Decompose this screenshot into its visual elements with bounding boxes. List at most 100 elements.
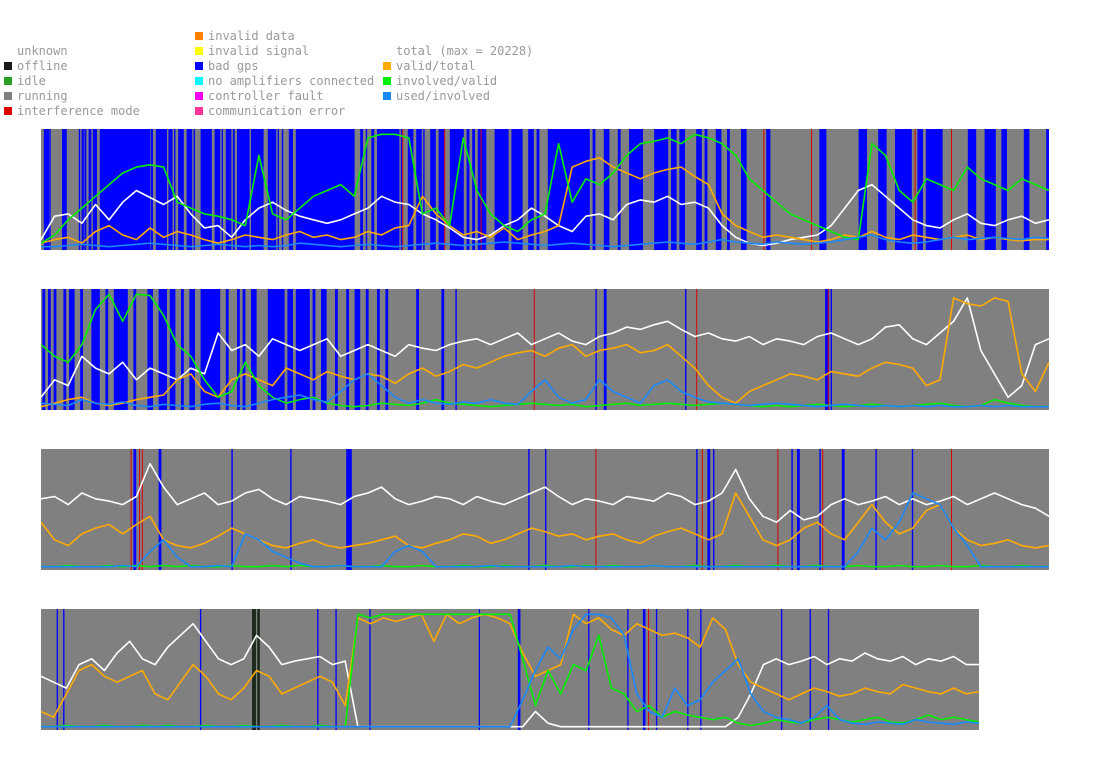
interference-mark <box>648 609 650 730</box>
bad-gps-block <box>592 129 596 250</box>
bad-gps-block <box>511 129 523 250</box>
bad-gps-block <box>360 129 363 250</box>
legend-status-left: unknown offline idle running interference mo… <box>4 44 140 119</box>
interference-mark <box>827 289 829 410</box>
legend-item: bad gps <box>195 59 374 74</box>
interference-mark <box>139 449 140 570</box>
bad-gps-block <box>603 129 610 250</box>
bad-gps-block <box>827 609 830 730</box>
bad-gps-block <box>416 129 422 250</box>
bad-gps-block <box>158 449 162 570</box>
bad-gps-block <box>441 289 445 410</box>
bad-gps-block <box>416 289 419 410</box>
legend-status-right: invalid data invalid signal bad gps no ampl… <box>195 29 374 119</box>
bad-gps-block <box>791 449 793 570</box>
bad-gps-block <box>455 289 457 410</box>
legend-swatch <box>4 107 12 115</box>
bad-gps-block <box>700 609 702 730</box>
bad-gps-block <box>81 129 84 250</box>
bad-gps-block <box>63 609 65 730</box>
bad-gps-block <box>925 129 943 250</box>
bad-gps-block <box>48 289 51 410</box>
bad-gps-block <box>63 289 67 410</box>
bad-gps-block <box>627 609 629 730</box>
bad-gps-block <box>178 129 184 250</box>
bad-gps-block <box>528 129 534 250</box>
bad-gps-block <box>225 289 229 410</box>
bad-gps-block <box>911 449 914 570</box>
interference-mark <box>777 449 779 570</box>
interference-mark <box>141 449 143 570</box>
series-line-valid-total <box>41 297 1049 408</box>
bad-gps-block <box>727 129 730 250</box>
bad-gps-block <box>295 129 355 250</box>
interference-mark <box>402 129 404 250</box>
interference-mark <box>696 289 698 410</box>
legend-label: total (max = 20228) <box>396 44 534 58</box>
bad-gps-block <box>438 129 445 250</box>
bad-gps-block <box>80 289 83 410</box>
bad-gps-block <box>713 449 715 570</box>
bad-gps-block <box>62 129 67 250</box>
bad-gps-block <box>766 129 771 250</box>
bad-gps-block <box>365 129 368 250</box>
bad-gps-block <box>169 289 176 410</box>
bad-gps-block <box>267 289 285 410</box>
bad-gps-block <box>466 129 470 250</box>
series-line-valid-total <box>41 492 1049 549</box>
bad-gps-block <box>221 129 223 250</box>
legend-label: controller fault <box>208 89 324 103</box>
legend-swatch <box>195 77 203 85</box>
legend-item: communication error <box>195 104 374 119</box>
bad-gps-block <box>654 129 669 250</box>
offline-block <box>252 609 256 730</box>
bad-gps-block <box>312 289 316 410</box>
bad-gps-block <box>369 609 371 730</box>
bad-gps-block <box>841 449 845 570</box>
interference-mark <box>444 129 446 250</box>
bad-gps-block <box>472 129 475 250</box>
bad-gps-block <box>91 289 100 410</box>
bad-gps-block <box>155 129 167 250</box>
bad-gps-block <box>588 609 590 730</box>
legend-metrics: total (max = 20228) valid/total involved/v… <box>383 44 533 104</box>
interference-mark <box>951 449 952 570</box>
bad-gps-block <box>365 289 369 410</box>
bad-gps-block <box>281 129 284 250</box>
bad-gps-block <box>878 129 887 250</box>
series-line-involved-valid <box>41 133 1049 244</box>
legend-item: controller fault <box>195 89 374 104</box>
interference-mark <box>533 289 535 410</box>
legend-swatch <box>4 62 12 70</box>
bad-gps-block <box>105 289 109 410</box>
bad-gps-block <box>78 129 81 250</box>
bad-gps-block <box>377 129 400 250</box>
bad-gps-block <box>69 289 75 410</box>
bad-gps-block <box>655 609 658 730</box>
bad-gps-block <box>335 609 337 730</box>
bad-gps-block <box>707 449 711 570</box>
bad-gps-block <box>385 289 389 410</box>
interference-mark <box>811 129 812 250</box>
bad-gps-block <box>780 609 783 730</box>
legend-swatch <box>195 62 203 70</box>
legend-item: idle <box>4 74 140 89</box>
series-line-valid-total <box>41 613 979 719</box>
bad-gps-block <box>830 289 832 410</box>
bad-gps-block <box>517 609 521 730</box>
bad-gps-block <box>231 449 233 570</box>
bad-gps-block <box>696 129 702 250</box>
legend-item: unknown <box>4 44 140 59</box>
bad-gps-block <box>629 129 643 250</box>
bad-gps-block <box>193 129 195 250</box>
bad-gps-block <box>967 129 977 250</box>
interference-mark <box>130 449 132 570</box>
bad-gps-block <box>288 129 293 250</box>
bad-gps-block <box>685 289 687 410</box>
bad-gps-block <box>642 609 646 730</box>
bad-gps-block <box>1023 129 1030 250</box>
bad-gps-block <box>741 129 747 250</box>
series-line-used-involved <box>41 613 979 728</box>
chart-panel-1 <box>41 129 1049 250</box>
legend-item: involved/valid <box>383 74 533 89</box>
